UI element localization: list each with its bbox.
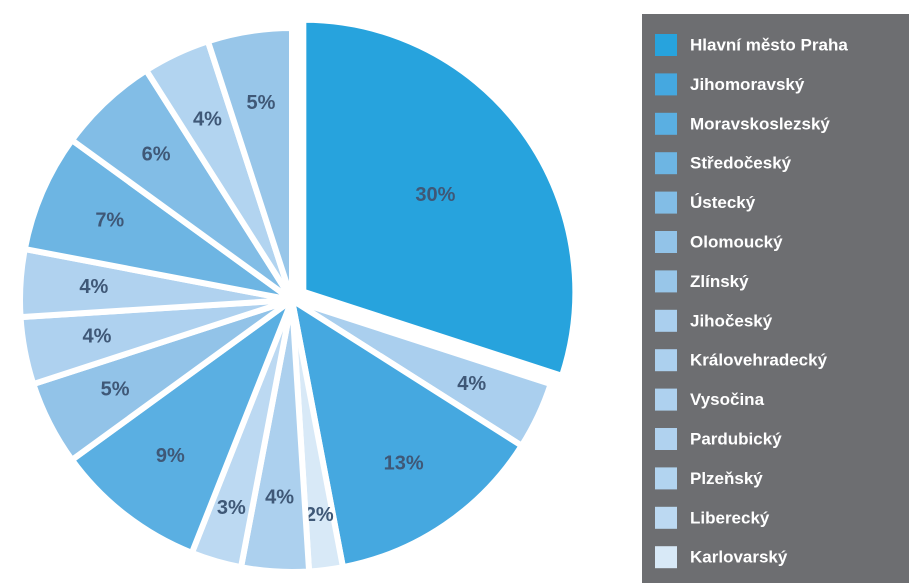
- legend-swatch: [655, 34, 677, 56]
- legend-swatch: [655, 152, 677, 175]
- data-label: 9%: [156, 445, 185, 467]
- data-label: 5%: [101, 378, 130, 400]
- data-label: 30%: [415, 184, 455, 206]
- legend-label: Olomoucký: [690, 232, 783, 251]
- data-label: 4%: [457, 373, 486, 395]
- data-label: 4%: [83, 325, 112, 347]
- pie-slice: [287, 293, 526, 571]
- data-label: 6%: [142, 144, 171, 166]
- legend-label: Jihomoravský: [690, 75, 805, 94]
- legend-swatch: [655, 73, 677, 96]
- legend-swatch: [655, 309, 677, 332]
- legend-swatch: [655, 546, 677, 569]
- legend-swatch: [655, 349, 677, 372]
- legend-swatch: [655, 191, 677, 214]
- data-label: 5%: [246, 92, 275, 114]
- legend-label: Hlavní město Praha: [690, 35, 848, 54]
- legend-label: Středočeský: [690, 154, 792, 173]
- legend-label: Královehradecký: [690, 351, 828, 370]
- legend-swatch: [655, 467, 677, 490]
- data-label: 2%: [305, 504, 334, 526]
- legend-label: Zlínský: [690, 272, 749, 291]
- legend-label: Plzeňský: [690, 469, 763, 488]
- legend-label: Pardubický: [690, 429, 782, 448]
- legend-swatch: [655, 270, 677, 293]
- legend-label: Liberecký: [690, 508, 770, 527]
- data-label: 4%: [79, 276, 108, 298]
- legend-label: Ústecký: [690, 193, 756, 212]
- pie-slice: [300, 16, 579, 380]
- legend-swatch: [655, 506, 677, 529]
- legend-label: Jihočeský: [690, 311, 773, 330]
- legend-label: Moravskoslezský: [690, 114, 830, 133]
- legend-swatch: [655, 112, 677, 135]
- data-label: 4%: [193, 109, 222, 131]
- data-label: 3%: [217, 497, 246, 519]
- legend-label: Vysočina: [690, 390, 765, 409]
- pie-slice: [67, 291, 299, 557]
- pie-slice: [204, 24, 295, 301]
- legend-swatch: [655, 231, 677, 253]
- data-label: 13%: [384, 453, 424, 475]
- legend-panel: [642, 14, 909, 583]
- legend-label: Karlovarský: [690, 548, 788, 567]
- data-label: 7%: [95, 209, 124, 231]
- legend-swatch: [655, 388, 677, 411]
- legend-swatch: [655, 428, 677, 450]
- data-label: 4%: [265, 486, 294, 508]
